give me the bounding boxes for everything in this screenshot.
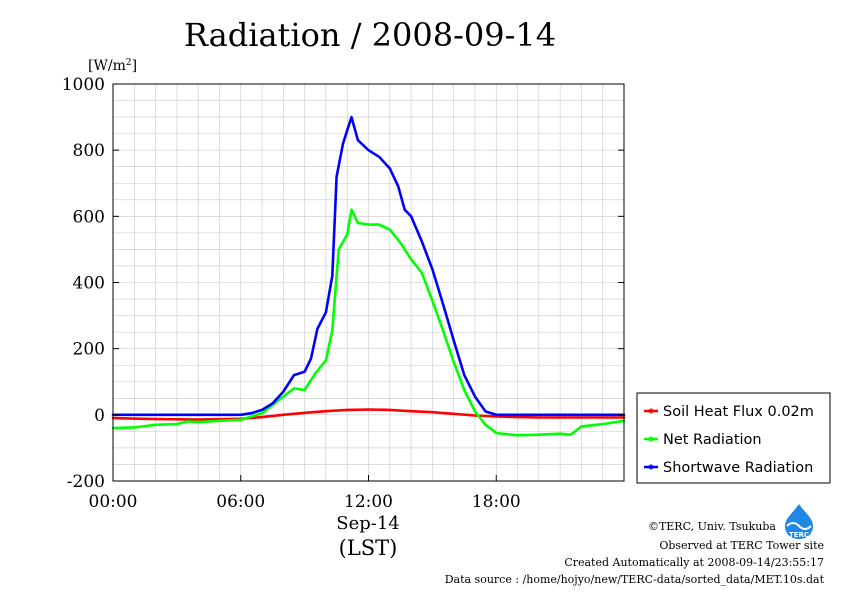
- x-tick-label: 12:00: [344, 492, 393, 512]
- footer-copyright: ©TERC, Univ. Tsukuba: [647, 520, 776, 533]
- footer-observed: Observed at TERC Tower site: [659, 539, 824, 552]
- x-tick-label: 00:00: [89, 492, 138, 512]
- y-tick-label: -200: [67, 472, 105, 492]
- y-tick-label: 600: [73, 207, 105, 227]
- y-tick-label: 800: [73, 141, 105, 161]
- logo-text: TERC: [789, 531, 809, 539]
- legend: Soil Heat Flux 0.02m Net Radiation Shortwa…: [636, 392, 831, 484]
- x-tick-label: 06:00: [216, 492, 265, 512]
- chart-title: Radiation / 2008-09-14: [184, 16, 556, 54]
- logo-drop-icon: [785, 504, 813, 539]
- legend-marker: [648, 408, 654, 414]
- footer-created: Created Automatically at 2008-09-14/23:5…: [564, 556, 824, 569]
- y-tick-label: 400: [73, 274, 105, 294]
- y-tick-label: 0: [94, 406, 105, 426]
- x-axis-ticks: 00:00 06:00 12:00 18:00: [89, 475, 521, 512]
- x-tick-label: 18:00: [472, 492, 521, 512]
- series-layer: [111, 115, 626, 437]
- y-axis-ticks: -200 0 200 400 600 800 1000: [62, 75, 624, 492]
- legend-marker: [648, 436, 654, 442]
- legend-label: Soil Heat Flux 0.02m: [663, 404, 814, 420]
- x-axis-label: (LST): [339, 536, 398, 560]
- date-label: Sep-14: [336, 513, 400, 534]
- terc-logo: TERC: [785, 504, 813, 539]
- footer-source: Data source : /home/hojyo/new/TERC-data/…: [444, 573, 824, 586]
- legend-label: Net Radiation: [663, 432, 762, 448]
- series-line-2: [111, 115, 626, 417]
- logo-wave-icon: [786, 522, 812, 530]
- legend-label: Shortwave Radiation: [663, 460, 813, 476]
- legend-box: [636, 392, 831, 484]
- y-tick-label: 1000: [62, 75, 105, 95]
- legend-items: Soil Heat Flux 0.02m Net Radiation Shortwa…: [644, 404, 814, 476]
- y-tick-label: 200: [73, 340, 105, 360]
- y-axis-label: [W/m2]: [88, 58, 137, 74]
- legend-marker: [648, 464, 654, 470]
- series-line-1: [111, 208, 626, 437]
